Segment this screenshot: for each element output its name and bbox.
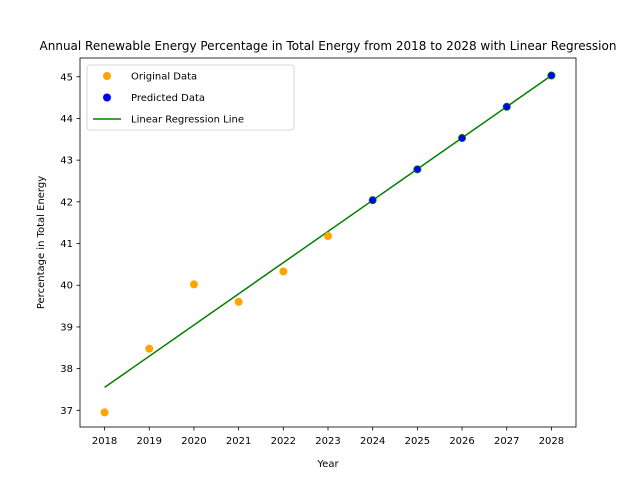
y-tick-label: 40	[60, 281, 73, 292]
legend-label: Predicted Data	[131, 93, 205, 104]
predicted-data-point	[502, 102, 511, 111]
x-tick-label: 2023	[315, 436, 340, 447]
legend-label: Linear Regression Line	[131, 115, 244, 126]
x-tick-label: 2028	[539, 436, 564, 447]
y-tick-label: 41	[60, 239, 73, 250]
legend: Original Data Predicted Data Linear Regres…	[86, 64, 295, 131]
y-tick-label: 43	[60, 156, 73, 167]
original-data-point	[100, 408, 109, 417]
legend-label: Original Data	[131, 72, 197, 83]
y-tick-label: 42	[60, 197, 73, 208]
x-tick-label: 2026	[449, 436, 474, 447]
original-data-point	[234, 297, 243, 306]
predicted-data-point	[458, 134, 467, 143]
y-tick-label: 38	[60, 364, 73, 375]
predicted-data-point	[413, 165, 422, 174]
y-tick-label: 39	[60, 322, 73, 333]
original-data-point	[189, 280, 198, 289]
x-axis-label: Year	[316, 459, 339, 470]
y-axis-ticks: 37 38 39 40 41 42 43 44 45	[60, 72, 80, 417]
x-tick-label: 2024	[360, 436, 385, 447]
x-tick-label: 2025	[405, 436, 430, 447]
legend-marker	[103, 72, 111, 80]
predicted-data-point	[547, 71, 556, 80]
y-tick-label: 37	[60, 406, 73, 417]
original-data-point	[279, 267, 288, 276]
y-tick-label: 45	[60, 72, 73, 83]
x-tick-label: 2027	[494, 436, 519, 447]
legend-marker	[103, 93, 111, 102]
y-tick-label: 44	[60, 114, 73, 125]
regression-line	[104, 74, 552, 389]
y-axis-label: Percentage in Total Energy	[36, 176, 47, 309]
original-data-point	[324, 232, 332, 241]
x-tick-label: 2020	[181, 436, 206, 447]
x-tick-label: 2021	[226, 436, 251, 447]
legend-box	[86, 64, 295, 131]
x-tick-label: 2018	[92, 436, 117, 447]
predicted-data-point	[368, 196, 377, 205]
chart-title: Annual Renewable Energy Percentage in To…	[40, 39, 617, 53]
x-axis-ticks: 2018 2019 2020 2021 2022 2023 2024 2025 2026 2027…	[92, 427, 564, 447]
x-tick-label: 2019	[137, 436, 162, 447]
original-data-point	[145, 344, 154, 353]
x-tick-label: 2022	[271, 436, 296, 447]
